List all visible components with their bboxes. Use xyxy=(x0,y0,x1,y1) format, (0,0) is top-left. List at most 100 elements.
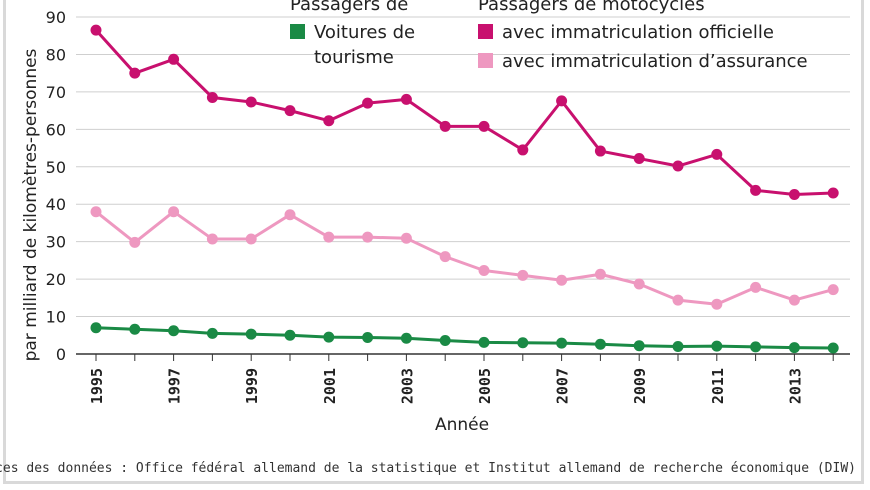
legend-swatch xyxy=(478,24,493,39)
x-tick-label: 2005 xyxy=(476,368,494,404)
x-tick-label: 1999 xyxy=(243,368,261,404)
data-point xyxy=(129,67,141,79)
data-point xyxy=(284,105,296,117)
data-point xyxy=(323,231,335,243)
x-tick-label: 2007 xyxy=(554,368,572,404)
data-point xyxy=(478,336,490,348)
data-point xyxy=(129,323,141,335)
data-point xyxy=(711,148,723,160)
x-tick-label: 2009 xyxy=(631,368,649,404)
data-point xyxy=(750,184,762,196)
data-point xyxy=(672,341,684,353)
data-point xyxy=(672,294,684,306)
data-point xyxy=(827,342,839,354)
data-point xyxy=(439,335,451,347)
series-layer xyxy=(90,24,839,354)
data-point xyxy=(245,328,257,340)
data-point xyxy=(362,231,374,243)
data-point xyxy=(556,337,568,349)
series-2 xyxy=(90,322,839,354)
data-point xyxy=(129,236,141,248)
y-tick-label: 70 xyxy=(46,83,66,102)
data-point xyxy=(556,274,568,286)
legend-swatch xyxy=(478,53,493,68)
x-tick-label: 2011 xyxy=(709,368,727,404)
y-tick-label: 80 xyxy=(46,45,66,64)
data-point xyxy=(478,120,490,132)
legend-label: avec immatriculation d’assurance xyxy=(502,51,808,72)
series-line xyxy=(95,326,834,350)
y-axis-title: par milliard de kilomètres-personnes xyxy=(21,48,41,361)
y-tick-label: 60 xyxy=(46,120,66,139)
data-point xyxy=(517,337,529,349)
legend-label: tourisme xyxy=(314,47,394,68)
data-point xyxy=(168,53,180,65)
data-point xyxy=(400,332,412,344)
legend-label: Voitures de xyxy=(314,22,415,43)
y-tick-label: 20 xyxy=(46,270,66,289)
data-point xyxy=(788,188,800,200)
legend-swatch xyxy=(290,24,305,39)
y-tick-label: 90 xyxy=(46,8,66,27)
x-tick-label: 2003 xyxy=(398,368,416,404)
x-tick-label: 1995 xyxy=(88,368,106,404)
data-point xyxy=(362,97,374,109)
data-point xyxy=(594,338,606,350)
data-point xyxy=(827,284,839,296)
data-point xyxy=(633,153,645,165)
series-1 xyxy=(90,206,839,310)
data-point xyxy=(827,187,839,199)
y-tick-label: 10 xyxy=(46,308,66,327)
data-point xyxy=(90,24,102,36)
y-tick-label: 30 xyxy=(46,233,66,252)
data-point xyxy=(594,268,606,280)
data-point xyxy=(90,206,102,218)
data-point xyxy=(439,251,451,263)
data-point xyxy=(750,281,762,293)
y-tick-labels: 0 10 20 30 40 50 60 70 80 90 xyxy=(46,8,66,364)
series-line xyxy=(95,210,834,306)
data-point xyxy=(245,96,257,108)
data-point xyxy=(711,340,723,352)
data-point xyxy=(323,331,335,343)
source-note: Sources des données : Office fédéral all… xyxy=(0,461,856,476)
data-point xyxy=(633,340,645,352)
x-tick-labels: 1995 1997 1999 2001 2003 2005 2007 2009 2011 2013 xyxy=(88,368,804,404)
data-point xyxy=(517,144,529,156)
data-point xyxy=(517,269,529,281)
data-point xyxy=(788,294,800,306)
data-point xyxy=(556,95,568,107)
data-point xyxy=(788,342,800,354)
data-point xyxy=(206,233,218,245)
data-point xyxy=(478,264,490,276)
x-axis-title: Année xyxy=(435,415,489,435)
data-point xyxy=(90,322,102,334)
series-0 xyxy=(90,24,839,200)
data-point xyxy=(284,209,296,221)
data-point xyxy=(400,93,412,105)
legend-group-title: Passagers de motocycles xyxy=(478,0,705,15)
data-point xyxy=(633,278,645,290)
x-tick-label: 2001 xyxy=(321,368,339,404)
x-tick-label: 1997 xyxy=(166,368,184,404)
data-point xyxy=(711,298,723,310)
data-point xyxy=(672,160,684,172)
x-tick-label: 2013 xyxy=(786,368,804,404)
data-point xyxy=(168,325,180,337)
legend: Passagers de Voitures de tourisme Passagers… xyxy=(290,0,808,72)
data-point xyxy=(323,115,335,127)
data-point xyxy=(168,206,180,218)
series-line xyxy=(94,29,834,196)
legend-label: avec immatriculation officielle xyxy=(502,22,774,43)
data-point xyxy=(206,92,218,104)
data-point xyxy=(362,332,374,344)
x-axis xyxy=(76,353,850,361)
legend-group-title: Passagers de xyxy=(290,0,408,15)
y-tick-label: 40 xyxy=(46,195,66,214)
data-point xyxy=(245,233,257,245)
y-tick-label: 0 xyxy=(56,345,66,364)
data-point xyxy=(594,145,606,157)
data-point xyxy=(284,329,296,341)
data-point xyxy=(206,327,218,339)
